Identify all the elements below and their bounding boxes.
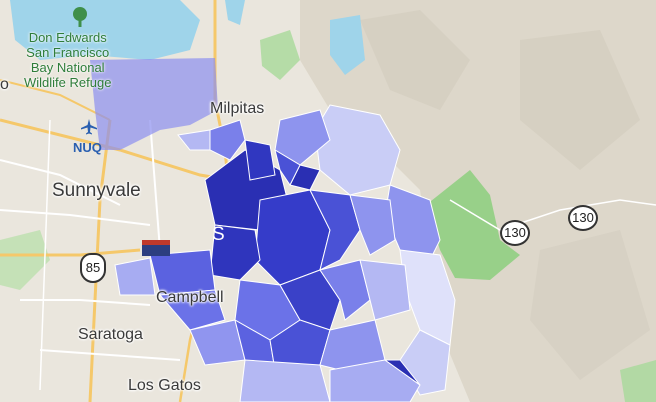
tree-icon [70,6,90,28]
airport-label-nuq: NUQ [73,140,102,155]
airplane-icon [80,118,98,136]
park-layer [0,30,656,402]
choropleth-layer[interactable] [114,104,456,402]
city-label-sunnyvale: Sunnyvale [52,180,141,201]
city-label-campbell: Campbell [156,289,224,306]
route-85-shield: 85 [80,253,106,283]
route-130-shield-a: 130 [500,220,530,246]
city-label-los-gatos: Los Gatos [128,377,201,394]
city-label-saratoga: Saratoga [78,326,143,343]
refuge-region [90,58,218,150]
refuge-label-line-1: Don Edwards [28,30,107,45]
city-label-milpitas: Milpitas [210,100,265,117]
water-layer [10,0,365,75]
refuge-label-line-2: San Francisco [26,45,110,60]
route-130-shield-b: 130 [568,205,598,231]
interstate-shield-icon [142,240,170,256]
city-label-partial: o [0,76,9,93]
refuge-label-line-4: Wildlife Refuge [24,75,112,90]
refuge-label-line-3: Bay National [30,60,105,75]
refuge-label: Don Edwards San Francisco Bay National W… [24,30,111,90]
city-label-san-jose: S [212,224,225,245]
